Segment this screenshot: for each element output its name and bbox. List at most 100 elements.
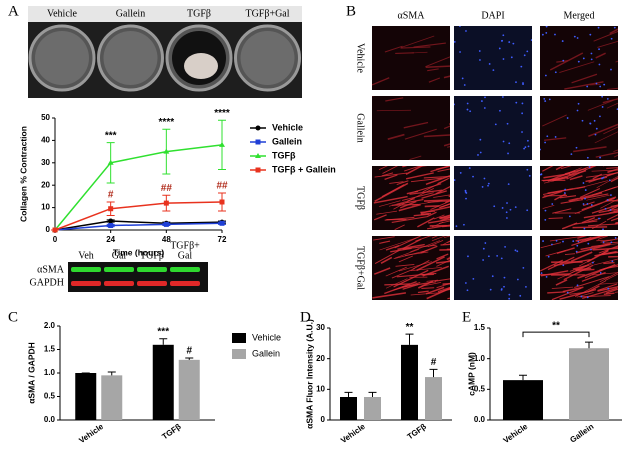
fiber: [581, 216, 596, 224]
nucleus: [500, 257, 503, 260]
fiber: [423, 134, 450, 138]
nucleus: [603, 83, 606, 86]
fiber: [384, 174, 398, 180]
nucleus: [609, 209, 612, 211]
fiber: [398, 261, 432, 272]
fiber: [433, 194, 450, 198]
nucleus: [459, 172, 462, 174]
nucleus: [545, 32, 548, 34]
nucleus: [586, 203, 589, 205]
nucleus: [465, 197, 467, 200]
nucleus: [551, 203, 554, 205]
nucleus: [514, 249, 517, 252]
fiber: [394, 236, 422, 249]
nucleus: [500, 288, 503, 291]
fiber: [564, 167, 587, 175]
fiber: [402, 238, 422, 250]
column-label: Merged: [564, 10, 595, 21]
fiber: [593, 30, 618, 42]
fiber: [427, 239, 444, 248]
fiber: [379, 237, 416, 251]
fiber: [374, 249, 400, 264]
fiber: [597, 283, 618, 291]
nucleus: [576, 244, 579, 247]
nucleus: [554, 136, 557, 138]
fiber: [382, 166, 398, 174]
well-inner: [103, 31, 158, 85]
y-axis-title: Collagen % Contraction: [18, 126, 28, 222]
marker: [255, 125, 261, 131]
nucleus: [589, 122, 592, 125]
marker: [108, 206, 114, 212]
fiber: [380, 256, 393, 264]
fiber: [387, 133, 405, 140]
nucleus: [595, 127, 598, 130]
fiber: [591, 186, 616, 196]
nucleus: [477, 154, 479, 156]
fiber: [574, 276, 610, 288]
nucleus: [464, 282, 467, 284]
nucleus: [522, 266, 525, 269]
marker: [219, 141, 225, 147]
fiber: [427, 68, 439, 72]
nucleus: [454, 179, 456, 181]
nucleus: [580, 295, 583, 298]
fiber: [393, 197, 415, 210]
nucleus: [472, 277, 475, 280]
fiber: [556, 247, 575, 255]
y-axis-title: cAMP (nM): [466, 352, 476, 396]
nucleus: [483, 107, 486, 109]
nucleus: [601, 96, 604, 98]
fiber: [404, 128, 437, 140]
nucleus: [463, 223, 465, 226]
nucleus: [564, 188, 567, 191]
nucleus: [483, 177, 486, 180]
error-bar: [185, 357, 194, 360]
band: [170, 267, 200, 272]
fiber: [606, 167, 618, 169]
micrograph: [454, 166, 532, 230]
fiber: [384, 280, 417, 295]
nucleus: [484, 242, 487, 244]
lane-label: Gal: [112, 250, 127, 261]
y-tick-label: 10: [316, 384, 325, 393]
fiber: [609, 28, 618, 35]
nucleus: [573, 35, 576, 38]
fiber: [575, 268, 595, 272]
nucleus: [608, 179, 611, 182]
well-label: Gallein: [116, 8, 145, 19]
nucleus: [508, 297, 511, 300]
fiber: [427, 200, 450, 203]
nucleus: [489, 288, 492, 291]
x-axis-title: Time (hours): [113, 247, 164, 257]
nucleus: [540, 173, 542, 176]
fiber: [594, 250, 617, 257]
nucleus: [586, 296, 589, 299]
nucleus: [577, 240, 580, 243]
micrograph: [540, 26, 618, 90]
fiber: [588, 166, 597, 169]
fiber: [607, 87, 618, 90]
fiber: [572, 226, 608, 229]
fiber: [385, 266, 407, 277]
nucleus: [540, 148, 542, 151]
fiber: [602, 241, 618, 244]
nucleus: [530, 39, 532, 41]
nucleus: [467, 255, 469, 258]
fiber: [396, 272, 437, 278]
fiber: [553, 258, 591, 267]
legend-swatch: [232, 333, 246, 343]
lane-label: Veh: [78, 250, 94, 261]
fiber: [395, 52, 415, 55]
nucleus: [516, 250, 519, 253]
fiber: [435, 186, 450, 195]
fiber: [410, 177, 442, 183]
micrograph: [454, 26, 532, 90]
fiber: [412, 260, 430, 270]
fiber: [608, 255, 618, 258]
panel-label: E: [462, 309, 471, 325]
nucleus: [554, 33, 556, 36]
legend-label: TGFβ + Gallein: [272, 164, 336, 174]
nucleus: [496, 254, 499, 257]
nucleus: [587, 242, 590, 245]
